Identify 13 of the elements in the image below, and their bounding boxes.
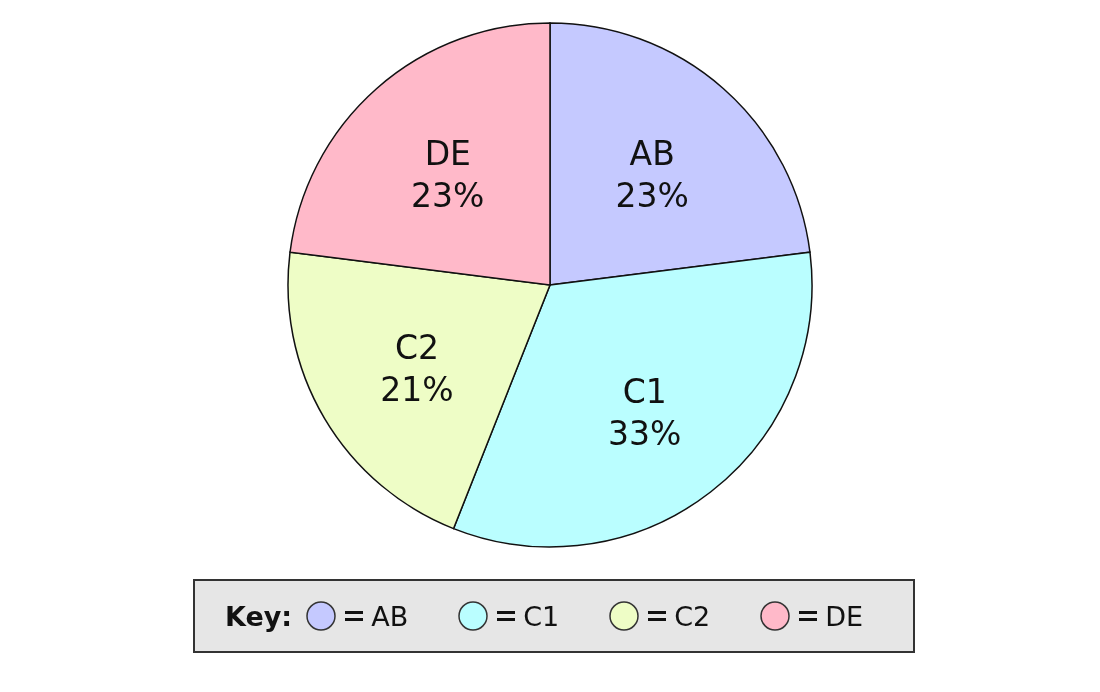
legend-label: AB	[371, 600, 409, 632]
data-label: 23%	[411, 175, 485, 215]
slice-label: C1	[622, 371, 667, 411]
data-label: 21%	[380, 370, 454, 410]
legend-title: Key:	[225, 600, 293, 632]
slice-label: AB	[629, 133, 675, 173]
legend-label: DE	[825, 600, 864, 632]
slice-label: C2	[394, 328, 439, 368]
legend-label: C1	[523, 600, 560, 632]
data-label: 23%	[615, 175, 689, 215]
slice-label: DE	[424, 133, 471, 173]
legend-label: C2	[674, 600, 711, 632]
data-label: 33%	[608, 413, 682, 453]
